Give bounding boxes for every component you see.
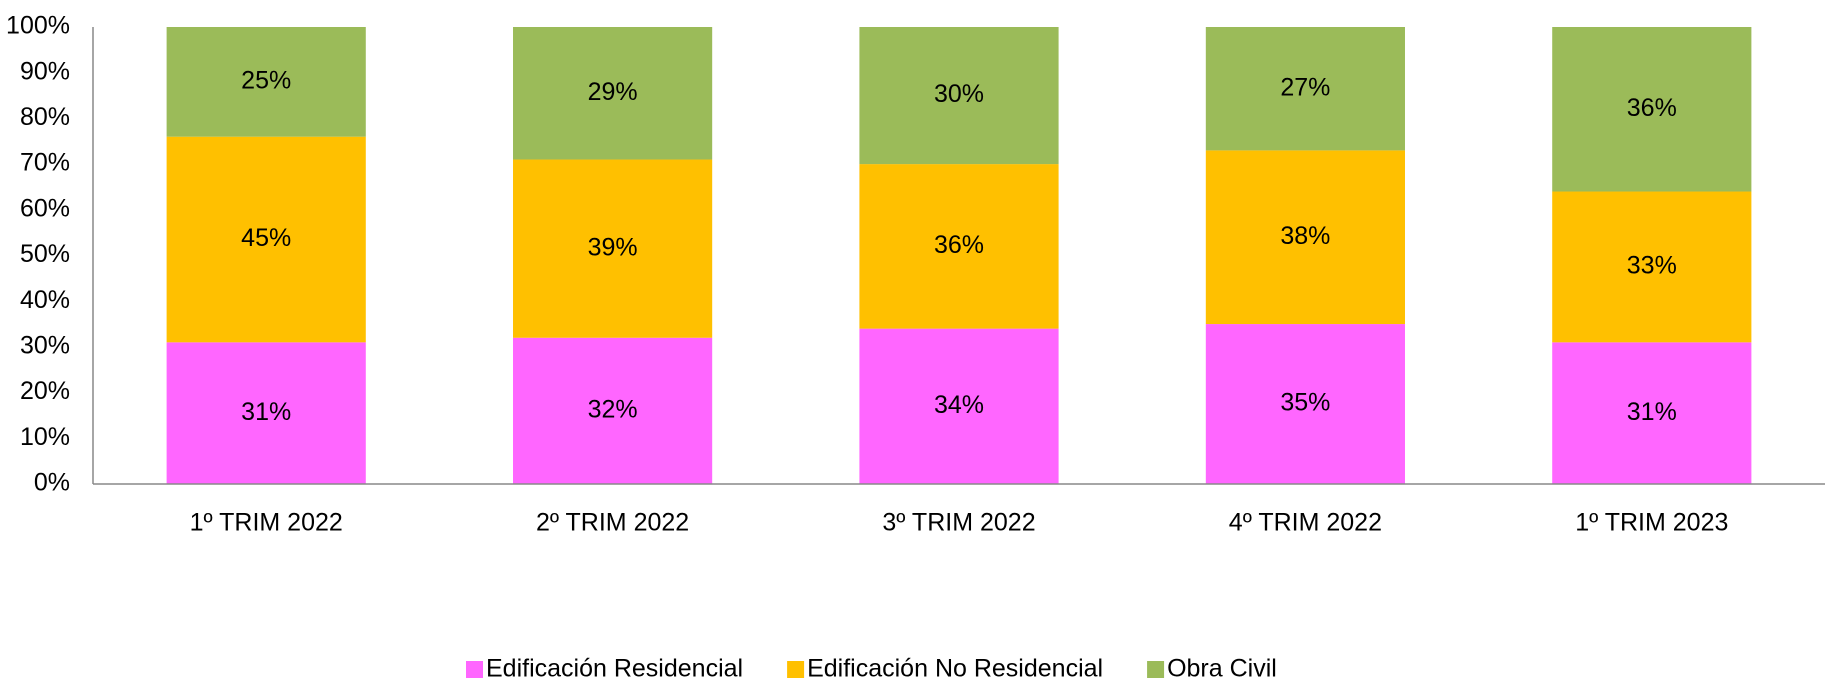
bar-segment	[166, 27, 366, 137]
legend-label: Edificación Residencial	[486, 655, 743, 683]
bar-segment	[513, 27, 713, 160]
y-tick-label: 90%	[20, 57, 70, 85]
y-tick-label: 20%	[20, 377, 70, 405]
legend-swatch	[787, 661, 805, 678]
y-tick-label: 30%	[20, 332, 70, 360]
x-tick-label: 3º TRIM 2022	[882, 509, 1035, 537]
bar-segment	[513, 337, 713, 484]
data-label: 32%	[588, 395, 638, 423]
bar-segment	[1552, 27, 1752, 192]
data-label: 36%	[934, 231, 984, 259]
y-tick-label: 40%	[20, 286, 70, 314]
x-tick-label: 1º TRIM 2023	[1575, 509, 1728, 537]
bar-segment	[513, 159, 713, 338]
bar-segment	[1552, 191, 1752, 343]
data-label: 39%	[588, 233, 638, 261]
data-label: 31%	[241, 398, 291, 426]
data-label: 38%	[1280, 222, 1330, 250]
y-tick-label: 100%	[6, 12, 70, 40]
data-label: 34%	[934, 391, 984, 419]
data-label: 25%	[241, 66, 291, 94]
bar-segment	[1205, 27, 1405, 151]
data-label: 33%	[1627, 252, 1677, 280]
y-tick-label: 10%	[20, 423, 70, 451]
bar-segment	[859, 328, 1059, 484]
data-label: 27%	[1280, 73, 1330, 101]
y-tick-label: 70%	[20, 149, 70, 177]
legend-swatch	[466, 661, 483, 678]
y-tick-label: 0%	[34, 469, 70, 497]
bar-segment	[859, 27, 1059, 165]
y-tick-label: 60%	[20, 194, 70, 222]
data-label: 45%	[241, 224, 291, 252]
data-label: 36%	[1627, 94, 1677, 122]
data-label: 31%	[1627, 398, 1677, 426]
y-tick-label: 80%	[20, 103, 70, 131]
data-label: 30%	[934, 80, 984, 108]
bar-segment	[1205, 324, 1405, 484]
bar-segment	[859, 164, 1059, 329]
x-tick-label: 4º TRIM 2022	[1229, 509, 1382, 537]
legend-label: Obra Civil	[1167, 655, 1277, 683]
data-label: 35%	[1280, 389, 1330, 417]
legend-label: Edificación No Residencial	[807, 655, 1103, 683]
y-tick-label: 50%	[20, 240, 70, 268]
bars	[166, 27, 1752, 484]
x-tick-label: 1º TRIM 2022	[190, 509, 343, 537]
bar-segment	[1205, 150, 1405, 325]
bar-segment	[1552, 342, 1752, 484]
bar-segment	[166, 342, 366, 484]
legend-swatch	[1147, 661, 1165, 678]
data-label: 29%	[588, 78, 638, 106]
bar-segment	[166, 136, 366, 343]
x-tick-label: 2º TRIM 2022	[536, 509, 689, 537]
